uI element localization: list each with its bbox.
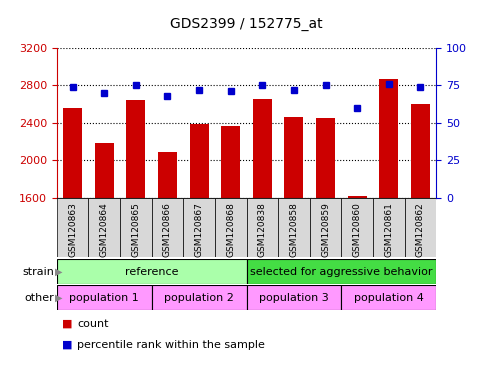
Text: GSM120861: GSM120861	[385, 202, 393, 257]
Bar	[63, 108, 82, 198]
Bar	[221, 126, 240, 198]
Text: population 2: population 2	[164, 293, 234, 303]
Text: strain: strain	[22, 266, 54, 277]
Bar	[120, 198, 152, 257]
Text: GSM120866: GSM120866	[163, 202, 172, 257]
Text: GSM120864: GSM120864	[100, 202, 108, 257]
Text: ▶: ▶	[55, 293, 63, 303]
Text: population 4: population 4	[354, 293, 424, 303]
Bar	[284, 117, 304, 198]
Bar	[57, 198, 88, 257]
Bar	[57, 259, 246, 284]
Bar	[310, 198, 341, 257]
Text: percentile rank within the sample: percentile rank within the sample	[77, 340, 265, 350]
Text: GSM120859: GSM120859	[321, 202, 330, 257]
Bar	[246, 198, 278, 257]
Bar	[246, 259, 436, 284]
Bar	[341, 198, 373, 257]
Bar	[57, 285, 152, 310]
Bar	[88, 198, 120, 257]
Bar	[278, 198, 310, 257]
Bar	[215, 198, 246, 257]
Bar	[316, 118, 335, 198]
Bar	[253, 99, 272, 198]
Text: GSM120863: GSM120863	[68, 202, 77, 257]
Text: GSM120865: GSM120865	[131, 202, 141, 257]
Text: GSM120867: GSM120867	[195, 202, 204, 257]
Bar	[189, 124, 209, 198]
Bar	[183, 198, 215, 257]
Text: ■: ■	[62, 319, 72, 329]
Text: population 3: population 3	[259, 293, 329, 303]
Bar	[341, 285, 436, 310]
Text: ■: ■	[62, 340, 72, 350]
Text: GSM120838: GSM120838	[258, 202, 267, 257]
Bar	[158, 152, 177, 198]
Text: reference: reference	[125, 266, 178, 277]
Text: selected for aggressive behavior: selected for aggressive behavior	[250, 266, 433, 277]
Text: GSM120858: GSM120858	[289, 202, 298, 257]
Text: GSM120862: GSM120862	[416, 202, 425, 257]
Bar	[380, 79, 398, 198]
Bar	[95, 144, 113, 198]
Bar	[405, 198, 436, 257]
Bar	[348, 196, 367, 198]
Text: GSM120860: GSM120860	[352, 202, 362, 257]
Bar	[246, 285, 341, 310]
Text: GDS2399 / 152775_at: GDS2399 / 152775_at	[170, 17, 323, 31]
Bar	[411, 104, 430, 198]
Bar	[373, 198, 405, 257]
Bar	[152, 285, 246, 310]
Text: GSM120868: GSM120868	[226, 202, 235, 257]
Bar	[152, 198, 183, 257]
Text: count: count	[77, 319, 109, 329]
Text: other: other	[25, 293, 54, 303]
Bar	[126, 101, 145, 198]
Text: ▶: ▶	[55, 266, 63, 277]
Text: population 1: population 1	[70, 293, 139, 303]
